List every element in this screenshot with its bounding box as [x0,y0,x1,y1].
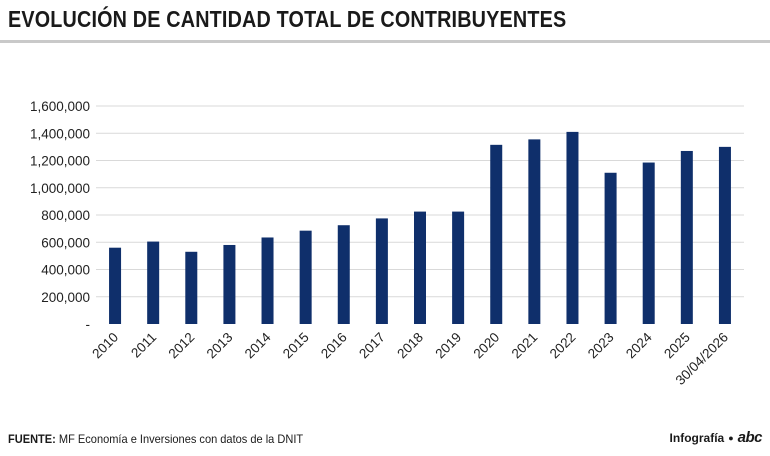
y-tick-label: 1,600,000 [30,99,90,114]
credit: Infografía ● abc [669,429,763,446]
x-tick-label: 2025 [661,330,693,362]
y-tick-label: 400,000 [41,263,90,278]
x-tick-label: 2021 [509,330,541,362]
bar-2012 [185,251,198,324]
y-tick-label: 1,400,000 [30,126,90,141]
y-tick-label: 800,000 [41,208,90,223]
x-tick-label: 2024 [623,329,655,361]
abc-logo: abc [737,429,763,446]
bar-2010 [109,247,122,324]
separator-dot-icon: ● [728,432,734,443]
bar-2015 [299,230,312,324]
bar-2021 [528,139,541,324]
y-tick-label: 1,000,000 [30,181,90,196]
source-note: FUENTE: MF Economía e Inversiones con da… [8,432,303,446]
bar-2016 [337,225,350,324]
bar-2023 [604,172,617,324]
y-tick-label: 200,000 [41,290,90,305]
x-tick-label: 2013 [204,330,236,362]
x-tick-label: 2019 [432,330,464,362]
bar-2024 [642,162,655,324]
bar-chart: - 200,000 400,000 600,000 800,000 1,000,000 1,… [30,99,744,388]
x-tick-label: 2017 [356,330,388,362]
title-divider [0,40,770,43]
x-tick-label: 2011 [128,330,159,361]
bar-2022 [566,131,579,324]
y-tick-label: 600,000 [41,235,90,250]
chart-title: EVOLUCIÓN DE CANTIDAD TOTAL DE CONTRIBUY… [8,6,567,32]
x-tick-label: 2016 [318,330,350,362]
bar-2018 [414,211,426,324]
x-tick-label: 2020 [471,330,503,362]
bar-2013 [223,244,236,324]
bar-2025 [680,150,693,324]
bar-30-04-2026 [718,146,731,324]
bars [109,131,731,324]
x-axis-ticks: 2010 2011 2012 2013 2014 2015 2016 2017 2018 2019… [89,329,731,388]
x-tick-label: 2018 [394,330,426,362]
x-tick-label: 2012 [166,330,198,362]
x-tick-label: 2014 [242,329,274,361]
x-tick-label: 2022 [547,330,579,362]
bar-2011 [147,241,160,324]
bar-2020 [490,144,503,324]
y-axis-ticks: - 200,000 400,000 600,000 800,000 1,000,000 1,… [30,99,90,332]
source-text: MF Economía e Inversiones con datos de l… [58,432,304,446]
bar-2017 [375,218,388,324]
y-tick-label: 1,200,000 [30,154,90,169]
x-tick-label: 2023 [585,330,617,362]
x-tick-label: 2015 [280,330,312,362]
bar-2019 [452,211,465,324]
x-tick-label: 2010 [89,330,121,362]
source-label: FUENTE: [8,432,56,446]
credit-label: Infografía [669,430,725,445]
y-tick-label: - [86,317,91,332]
bar-2014 [261,237,274,324]
